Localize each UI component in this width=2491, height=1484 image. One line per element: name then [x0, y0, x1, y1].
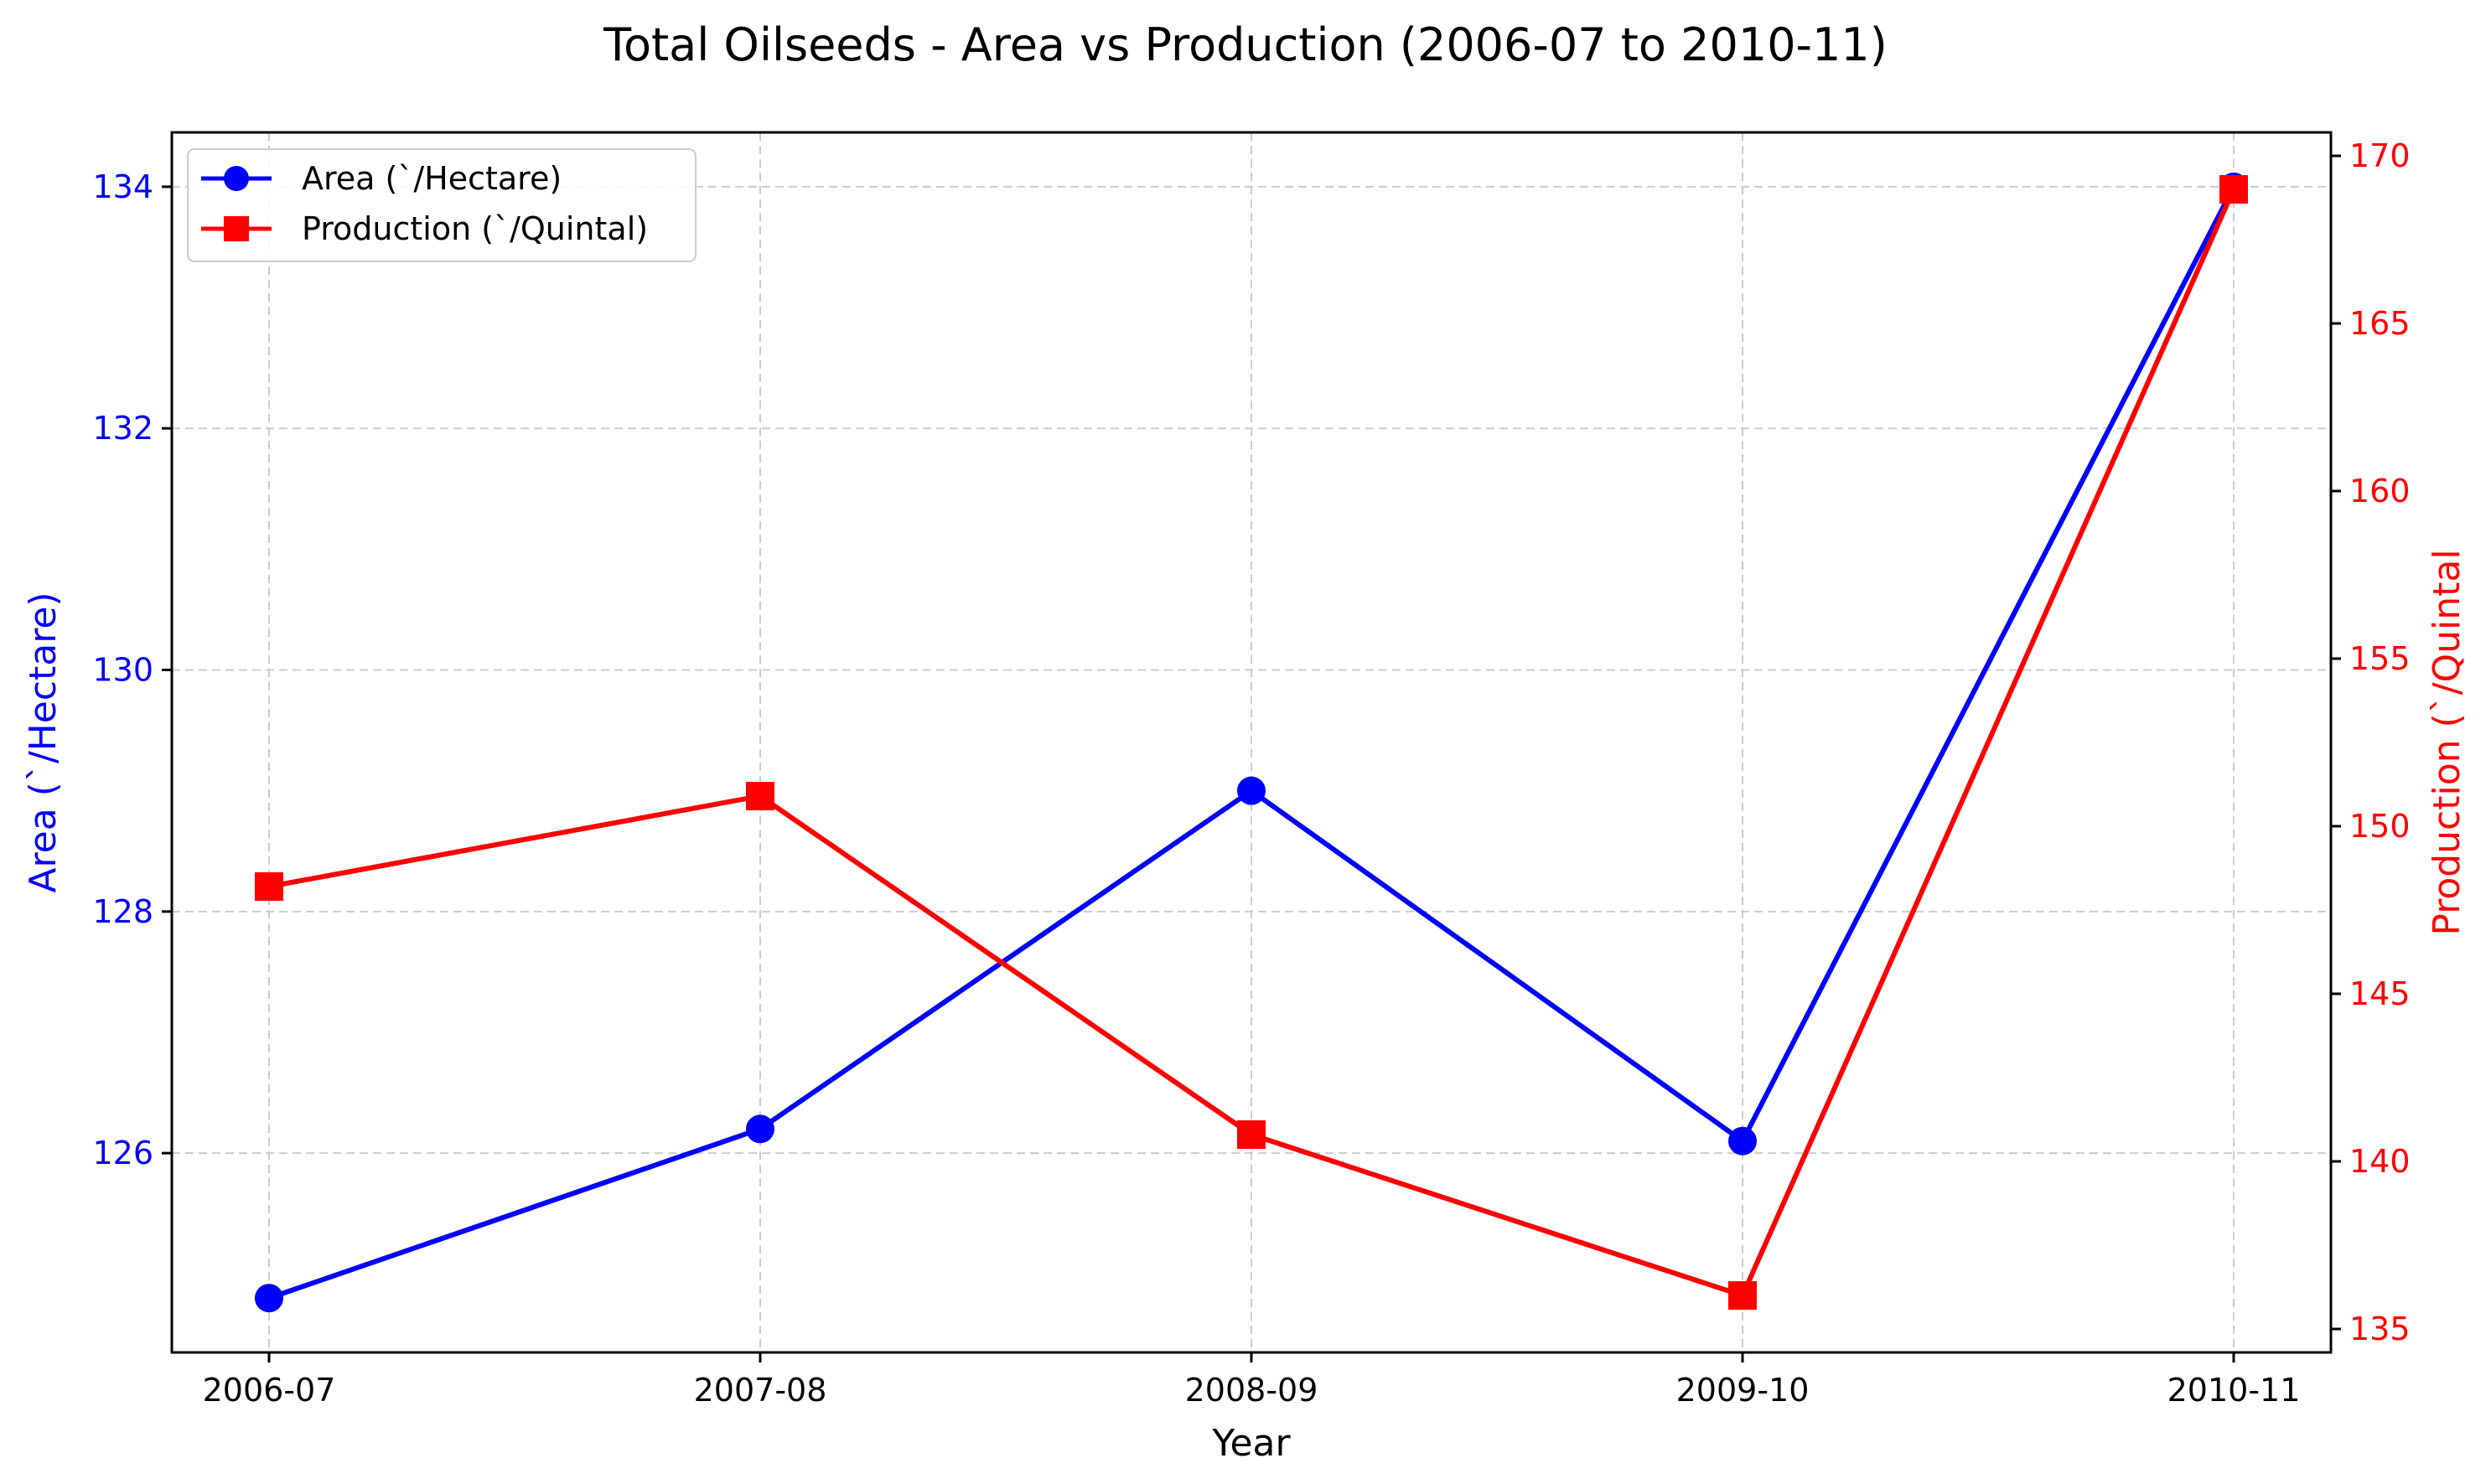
legend-swatch-production-marker	[224, 216, 249, 241]
data-point-area	[1728, 1126, 1757, 1156]
data-point-area	[255, 1284, 283, 1313]
y-left-tick-label: 132	[92, 410, 153, 447]
data-point-production	[1237, 1120, 1266, 1149]
legend-entry-production: Production (`/Quintal)	[201, 210, 648, 247]
grid-layer	[172, 132, 2331, 1352]
series-layer	[255, 172, 2248, 1313]
legend: Area (`/Hectare) Production (`/Quintal)	[187, 148, 697, 262]
x-tick-label: 2008-09	[1185, 1372, 1318, 1409]
y-right-tick-label: 140	[2349, 1143, 2411, 1180]
x-tick-label: 2009-10	[1676, 1372, 1810, 1409]
axis-layer: 2006-07 2007-08 2008-09 2009-10 2010-11 126 12…	[92, 137, 2410, 1409]
y-right-tick-label: 150	[2349, 808, 2411, 845]
y-right-tick-label: 170	[2349, 137, 2411, 174]
data-point-production	[746, 782, 774, 810]
x-tick-label: 2007-08	[694, 1372, 827, 1409]
y-left-tick-label: 128	[92, 893, 153, 930]
legend-label-production: Production (`/Quintal)	[302, 210, 648, 247]
data-point-production	[2219, 175, 2248, 204]
legend-entry-area: Area (`/Hectare)	[201, 160, 562, 197]
y-right-tick-label: 165	[2349, 305, 2411, 342]
chart-title: Total Oilseeds - Area vs Production (200…	[603, 18, 1888, 71]
data-point-area	[1237, 776, 1266, 805]
data-point-production	[1728, 1281, 1757, 1310]
x-tick-label: 2010-11	[2167, 1372, 2301, 1409]
y-left-axis-label: Area (`/Hectare)	[22, 592, 65, 892]
y-right-tick-label: 135	[2349, 1311, 2411, 1347]
data-point-area	[746, 1114, 774, 1144]
y-left-tick-label: 126	[92, 1135, 153, 1171]
y-left-tick-label: 130	[92, 652, 153, 689]
legend-label-area: Area (`/Hectare)	[302, 160, 562, 197]
data-point-production	[255, 872, 283, 901]
x-tick-label: 2006-07	[203, 1372, 336, 1409]
y-right-tick-label: 155	[2349, 640, 2411, 677]
legend-box	[187, 148, 697, 262]
x-axis-label: Year	[1211, 1422, 1291, 1465]
y-right-tick-label: 145	[2349, 975, 2411, 1012]
y-right-axis-label: Production (`/Quintal	[2426, 549, 2468, 935]
y-left-tick-label: 134	[92, 168, 153, 205]
legend-swatch-area-marker	[224, 166, 249, 191]
y-right-tick-label: 160	[2349, 473, 2411, 509]
